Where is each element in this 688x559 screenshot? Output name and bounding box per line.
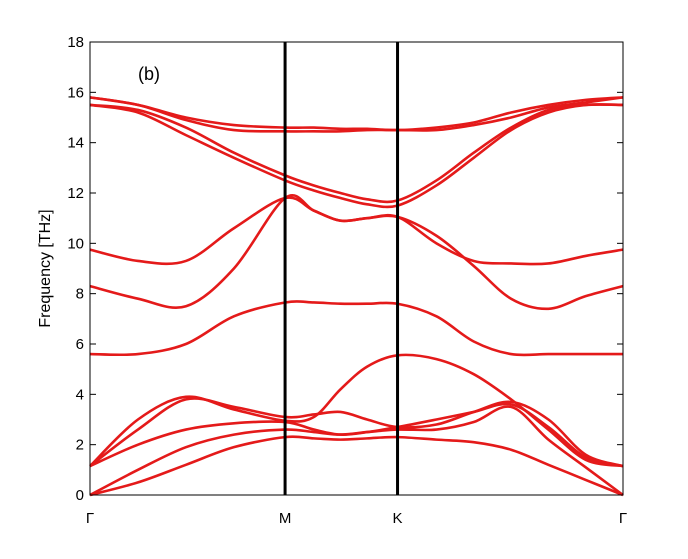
band-line-6 [89,300,623,357]
band-line-10 [89,103,624,204]
plot-frame [89,41,624,496]
band-line-5 [89,353,624,468]
x-tick-label: Γ [619,510,627,527]
dispersion-lines [89,96,624,497]
y-tick-label: 0 [76,487,84,504]
y-axis-label: Frequency [THz] [37,209,54,327]
x-tick-label: K [393,510,403,527]
y-tick-label: 12 [67,185,84,202]
y-tick-label: 4 [76,386,84,403]
y-tick-label: 6 [76,336,84,353]
y-axis-ticks: 0 2 4 6 8 10 12 14 16 18 [67,34,623,504]
x-tick-label: M [279,510,292,527]
y-tick-label: 18 [67,34,84,51]
panel-label: (b) [138,64,160,84]
band-line-12 [89,96,624,132]
y-tick-label: 8 [76,286,84,303]
high-symmetry-dividers [283,42,400,495]
band-line-9 [89,103,624,209]
y-tick-label: 2 [76,437,84,454]
y-tick-label: 16 [67,84,84,101]
band-line-1 [89,435,624,497]
band-line-8 [89,196,624,266]
y-tick-label: 10 [67,235,84,252]
y-tick-label: 14 [67,135,84,152]
x-tick-label: Γ [86,510,94,527]
